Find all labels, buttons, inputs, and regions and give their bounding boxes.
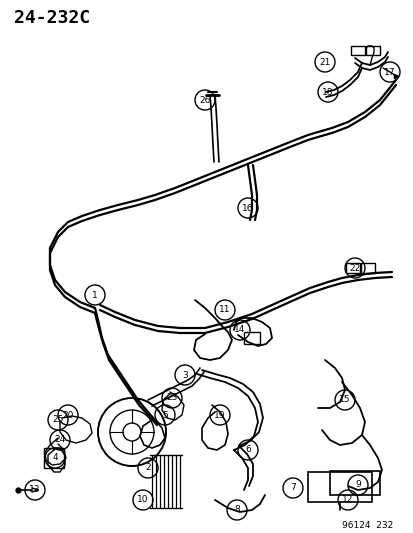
Text: 2: 2 — [145, 464, 150, 472]
Text: 14: 14 — [234, 326, 245, 335]
Text: 23: 23 — [166, 393, 177, 402]
Text: 15: 15 — [338, 395, 350, 405]
Text: 12: 12 — [342, 496, 353, 505]
Text: 1: 1 — [92, 290, 97, 300]
Text: 19: 19 — [214, 410, 225, 419]
Bar — [243, 332, 259, 344]
Text: 9: 9 — [354, 481, 360, 489]
Text: 10: 10 — [137, 496, 148, 505]
Text: 3: 3 — [182, 370, 188, 379]
Text: 26: 26 — [199, 95, 210, 104]
Text: 25: 25 — [52, 416, 64, 424]
Text: 16: 16 — [242, 204, 253, 213]
Bar — [360, 263, 374, 273]
Text: 6: 6 — [244, 446, 250, 455]
Text: 17: 17 — [383, 68, 395, 77]
Text: 24-232C: 24-232C — [14, 9, 90, 27]
Text: 96124  232: 96124 232 — [342, 521, 393, 529]
Text: 24: 24 — [54, 435, 66, 445]
Text: 4: 4 — [52, 454, 58, 463]
Bar — [365, 45, 379, 54]
Text: 20: 20 — [62, 410, 74, 419]
Bar — [329, 471, 379, 495]
Text: 8: 8 — [234, 505, 239, 514]
Text: 7: 7 — [290, 483, 295, 492]
Text: 21: 21 — [318, 58, 330, 67]
Text: 18: 18 — [321, 87, 333, 96]
Bar — [44, 448, 64, 468]
Bar — [350, 45, 364, 54]
Text: 5: 5 — [162, 410, 167, 419]
Text: 11: 11 — [219, 305, 230, 314]
Bar — [307, 472, 371, 502]
Text: 22: 22 — [349, 263, 360, 272]
Bar — [345, 263, 359, 273]
Text: 13: 13 — [29, 486, 40, 495]
